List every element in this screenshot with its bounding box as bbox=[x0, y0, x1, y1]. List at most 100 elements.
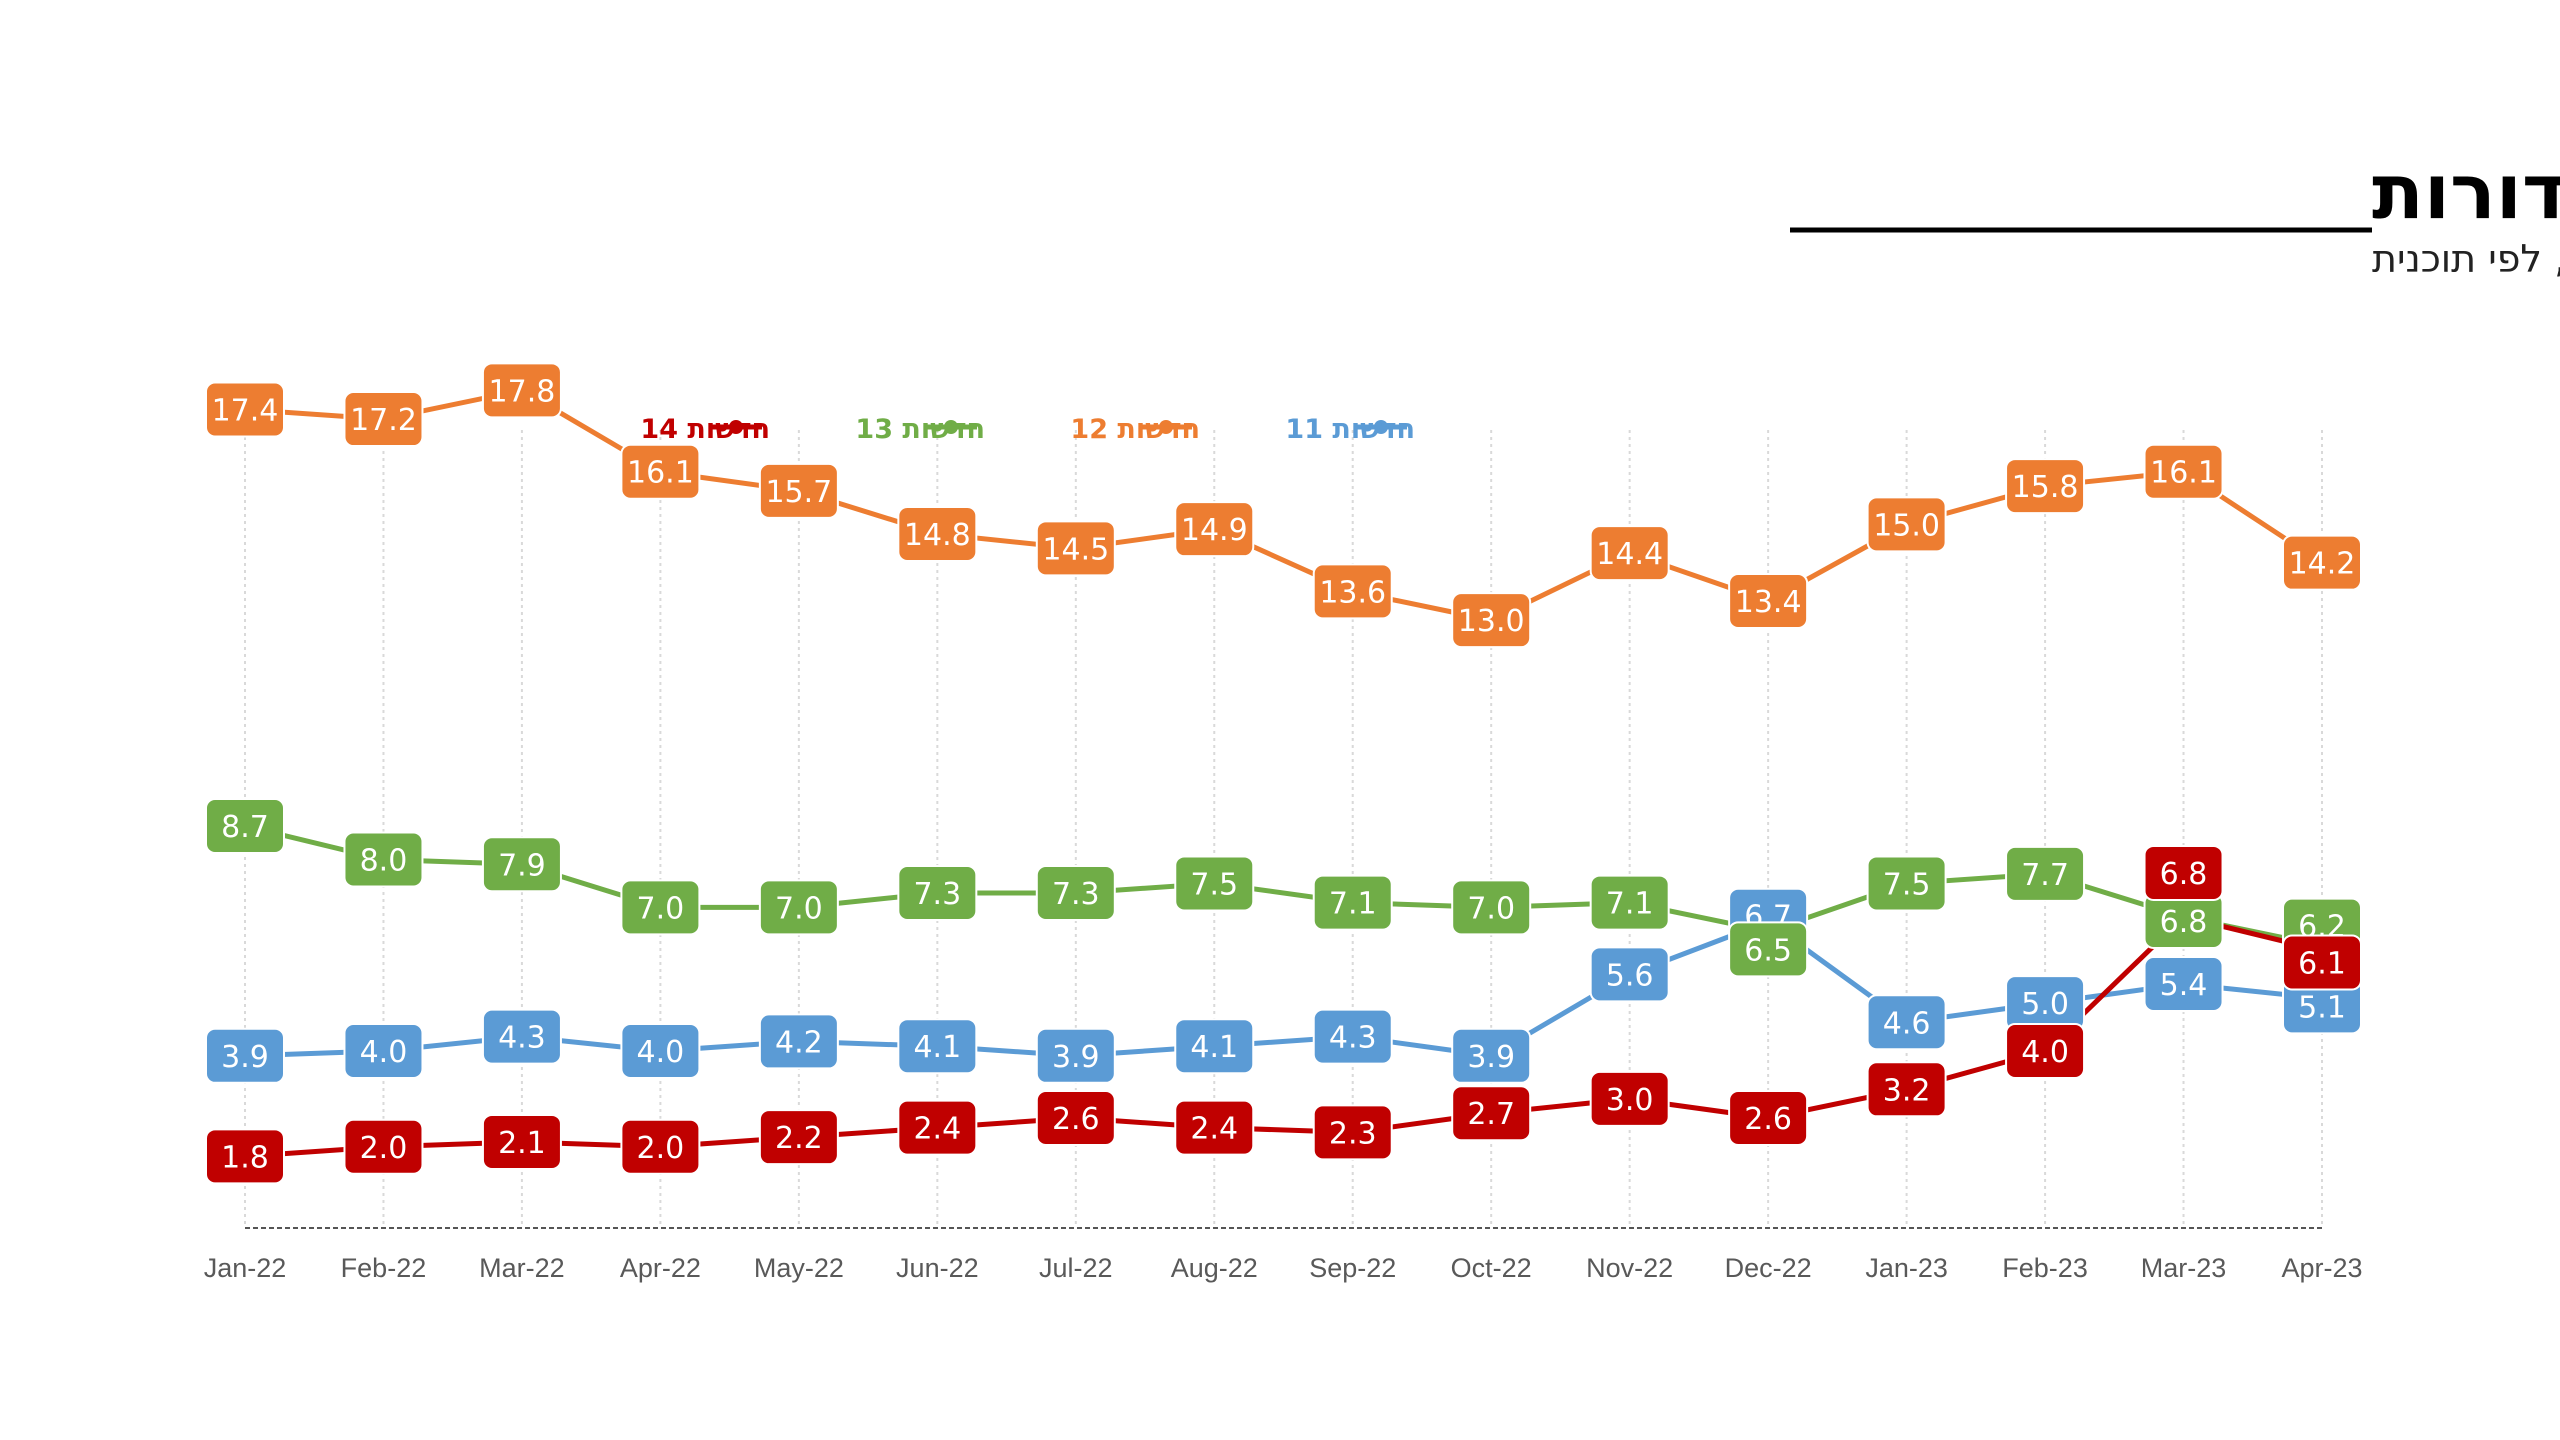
data-label-text: 7.1 bbox=[1329, 887, 1377, 922]
data-label: 7.5 bbox=[1174, 855, 1255, 912]
data-label-box bbox=[1312, 1008, 1393, 1065]
data-label-box bbox=[758, 1013, 839, 1070]
data-label-box bbox=[1728, 572, 1809, 629]
data-label-text: 3.9 bbox=[1052, 1040, 1100, 1075]
data-label-text: 7.5 bbox=[1190, 867, 1238, 902]
chart-title: רייטינג מהדורות bbox=[2372, 147, 2560, 236]
legend-label: חדשות 13 bbox=[855, 414, 985, 445]
data-label: 4.1 bbox=[1174, 1018, 1255, 1075]
series-line bbox=[242, 823, 2325, 949]
data-label-text: 5.4 bbox=[2160, 968, 2208, 1003]
data-label: 5.0 bbox=[2005, 975, 2086, 1032]
data-label-text: 3.9 bbox=[1467, 1040, 1515, 1075]
x-tick-label: Dec-22 bbox=[1725, 1253, 1812, 1283]
x-tick-label: Mar-22 bbox=[479, 1253, 565, 1283]
data-label-box bbox=[343, 391, 424, 448]
x-tick-label: Sep-22 bbox=[1309, 1253, 1396, 1283]
data-label: 8.7 bbox=[205, 797, 285, 854]
data-label-text: 4.6 bbox=[1883, 1006, 1931, 1041]
grid bbox=[244, 430, 2323, 1228]
data-label-text: 17.8 bbox=[489, 374, 556, 409]
data-label-box bbox=[205, 1128, 285, 1185]
data-label: 2.4 bbox=[1174, 1099, 1255, 1156]
legend-marker bbox=[1159, 420, 1173, 434]
data-label-box bbox=[620, 1023, 701, 1079]
data-label: 14.9 bbox=[1174, 501, 1255, 558]
data-label-text: 13.0 bbox=[1458, 604, 1525, 639]
data-label: 3.9 bbox=[205, 1027, 285, 1084]
data-label-text: 4.3 bbox=[1329, 1021, 1377, 1056]
data-label-text: 4.1 bbox=[913, 1030, 961, 1065]
data-label-box bbox=[2143, 443, 2224, 500]
data-label-box bbox=[205, 1027, 285, 1084]
data-label: 13.0 bbox=[1451, 592, 1532, 649]
data-label-box bbox=[1451, 1027, 1532, 1084]
data-label-box bbox=[1312, 874, 1393, 931]
data-label-box bbox=[2143, 955, 2224, 1012]
data-label-box bbox=[1728, 1090, 1809, 1147]
data-label-box bbox=[2282, 934, 2362, 991]
data-label: 7.1 bbox=[1589, 874, 1670, 931]
data-label-text: 16.1 bbox=[2150, 456, 2217, 491]
data-label-box bbox=[481, 1008, 562, 1065]
data-label-text: 2.6 bbox=[1744, 1102, 1792, 1137]
data-label-text: 2.4 bbox=[913, 1112, 961, 1147]
chart-subtitle: ממוצע חודשי, בימי החול, לפי תוכנית bbox=[2372, 237, 2560, 281]
x-tick-label: Oct-22 bbox=[1451, 1253, 1532, 1283]
data-label-text: 7.0 bbox=[775, 891, 823, 926]
data-label-text: 7.0 bbox=[1467, 891, 1515, 926]
data-label-text: 6.1 bbox=[2298, 946, 2346, 981]
data-label: 7.9 bbox=[481, 836, 562, 893]
data-label-box bbox=[2005, 845, 2086, 902]
series-group: 3.9 4.0 4.3 4.0 4.2 4.1 3.9 4.1 4.33.95.66.74.65… bbox=[205, 362, 2362, 1185]
legend-marker bbox=[1374, 420, 1388, 434]
data-label-box bbox=[1866, 1061, 1947, 1118]
data-label-text: 2.4 bbox=[1190, 1112, 1238, 1147]
data-label: 3.9 bbox=[1035, 1027, 1116, 1084]
data-label: 4.2 bbox=[758, 1013, 839, 1070]
legend-item: חדשות 13 bbox=[855, 414, 985, 445]
data-labels: 3.9 4.0 4.3 4.0 4.2 4.1 3.9 4.1 4.33.95.66.74.65… bbox=[205, 362, 2362, 1185]
x-tick-label: Feb-23 bbox=[2002, 1253, 2088, 1283]
x-tick-label: Aug-22 bbox=[1171, 1253, 1258, 1283]
data-label-text: 14.4 bbox=[1596, 537, 1663, 572]
data-label-text: 15.0 bbox=[1873, 508, 1940, 543]
data-label: 15.0 bbox=[1866, 496, 1947, 553]
data-label-text: 5.0 bbox=[2021, 987, 2069, 1022]
data-label: 17.8 bbox=[481, 362, 562, 419]
data-label: 4.1 bbox=[897, 1018, 978, 1075]
data-label-text: 2.0 bbox=[360, 1131, 408, 1166]
legend-item: חדשות 12 bbox=[1070, 414, 1200, 445]
legend-item: חדשות 14 bbox=[640, 414, 770, 445]
data-label-text: 2.1 bbox=[498, 1126, 546, 1161]
data-label: 7.0 bbox=[620, 879, 701, 936]
data-label-text: 7.0 bbox=[637, 891, 685, 926]
data-label-box bbox=[897, 865, 978, 922]
data-label-box bbox=[2005, 458, 2086, 515]
data-label-text: 8.7 bbox=[221, 810, 269, 845]
data-label-text: 5.6 bbox=[1606, 958, 1654, 993]
data-label-box bbox=[2282, 534, 2362, 591]
series-line bbox=[242, 919, 2325, 1059]
data-label-box bbox=[1312, 563, 1393, 620]
legend-item: חדשות 11 bbox=[1285, 414, 1415, 445]
data-label: 6.1 bbox=[2282, 934, 2362, 991]
data-label: 4.6 bbox=[1866, 994, 1947, 1051]
data-label-text: 14.2 bbox=[2289, 547, 2356, 582]
data-label: 7.0 bbox=[758, 879, 839, 936]
data-label-box bbox=[1174, 855, 1255, 912]
data-label-text: 3.9 bbox=[221, 1040, 269, 1075]
data-label-box bbox=[2005, 1023, 2086, 1079]
data-label: 16.1 bbox=[620, 443, 701, 500]
data-label-text: 13.4 bbox=[1735, 585, 1802, 620]
legend-marker bbox=[729, 420, 743, 434]
data-label-text: 1.8 bbox=[221, 1140, 269, 1175]
data-label-text: 4.1 bbox=[1190, 1030, 1238, 1065]
data-label-text: 14.5 bbox=[1042, 532, 1109, 567]
data-label: 14.5 bbox=[1035, 520, 1116, 577]
data-label: 6.8 bbox=[2143, 892, 2224, 949]
data-label-box bbox=[620, 1118, 701, 1175]
data-label-text: 2.7 bbox=[1467, 1097, 1515, 1132]
data-label-box bbox=[897, 1018, 978, 1075]
